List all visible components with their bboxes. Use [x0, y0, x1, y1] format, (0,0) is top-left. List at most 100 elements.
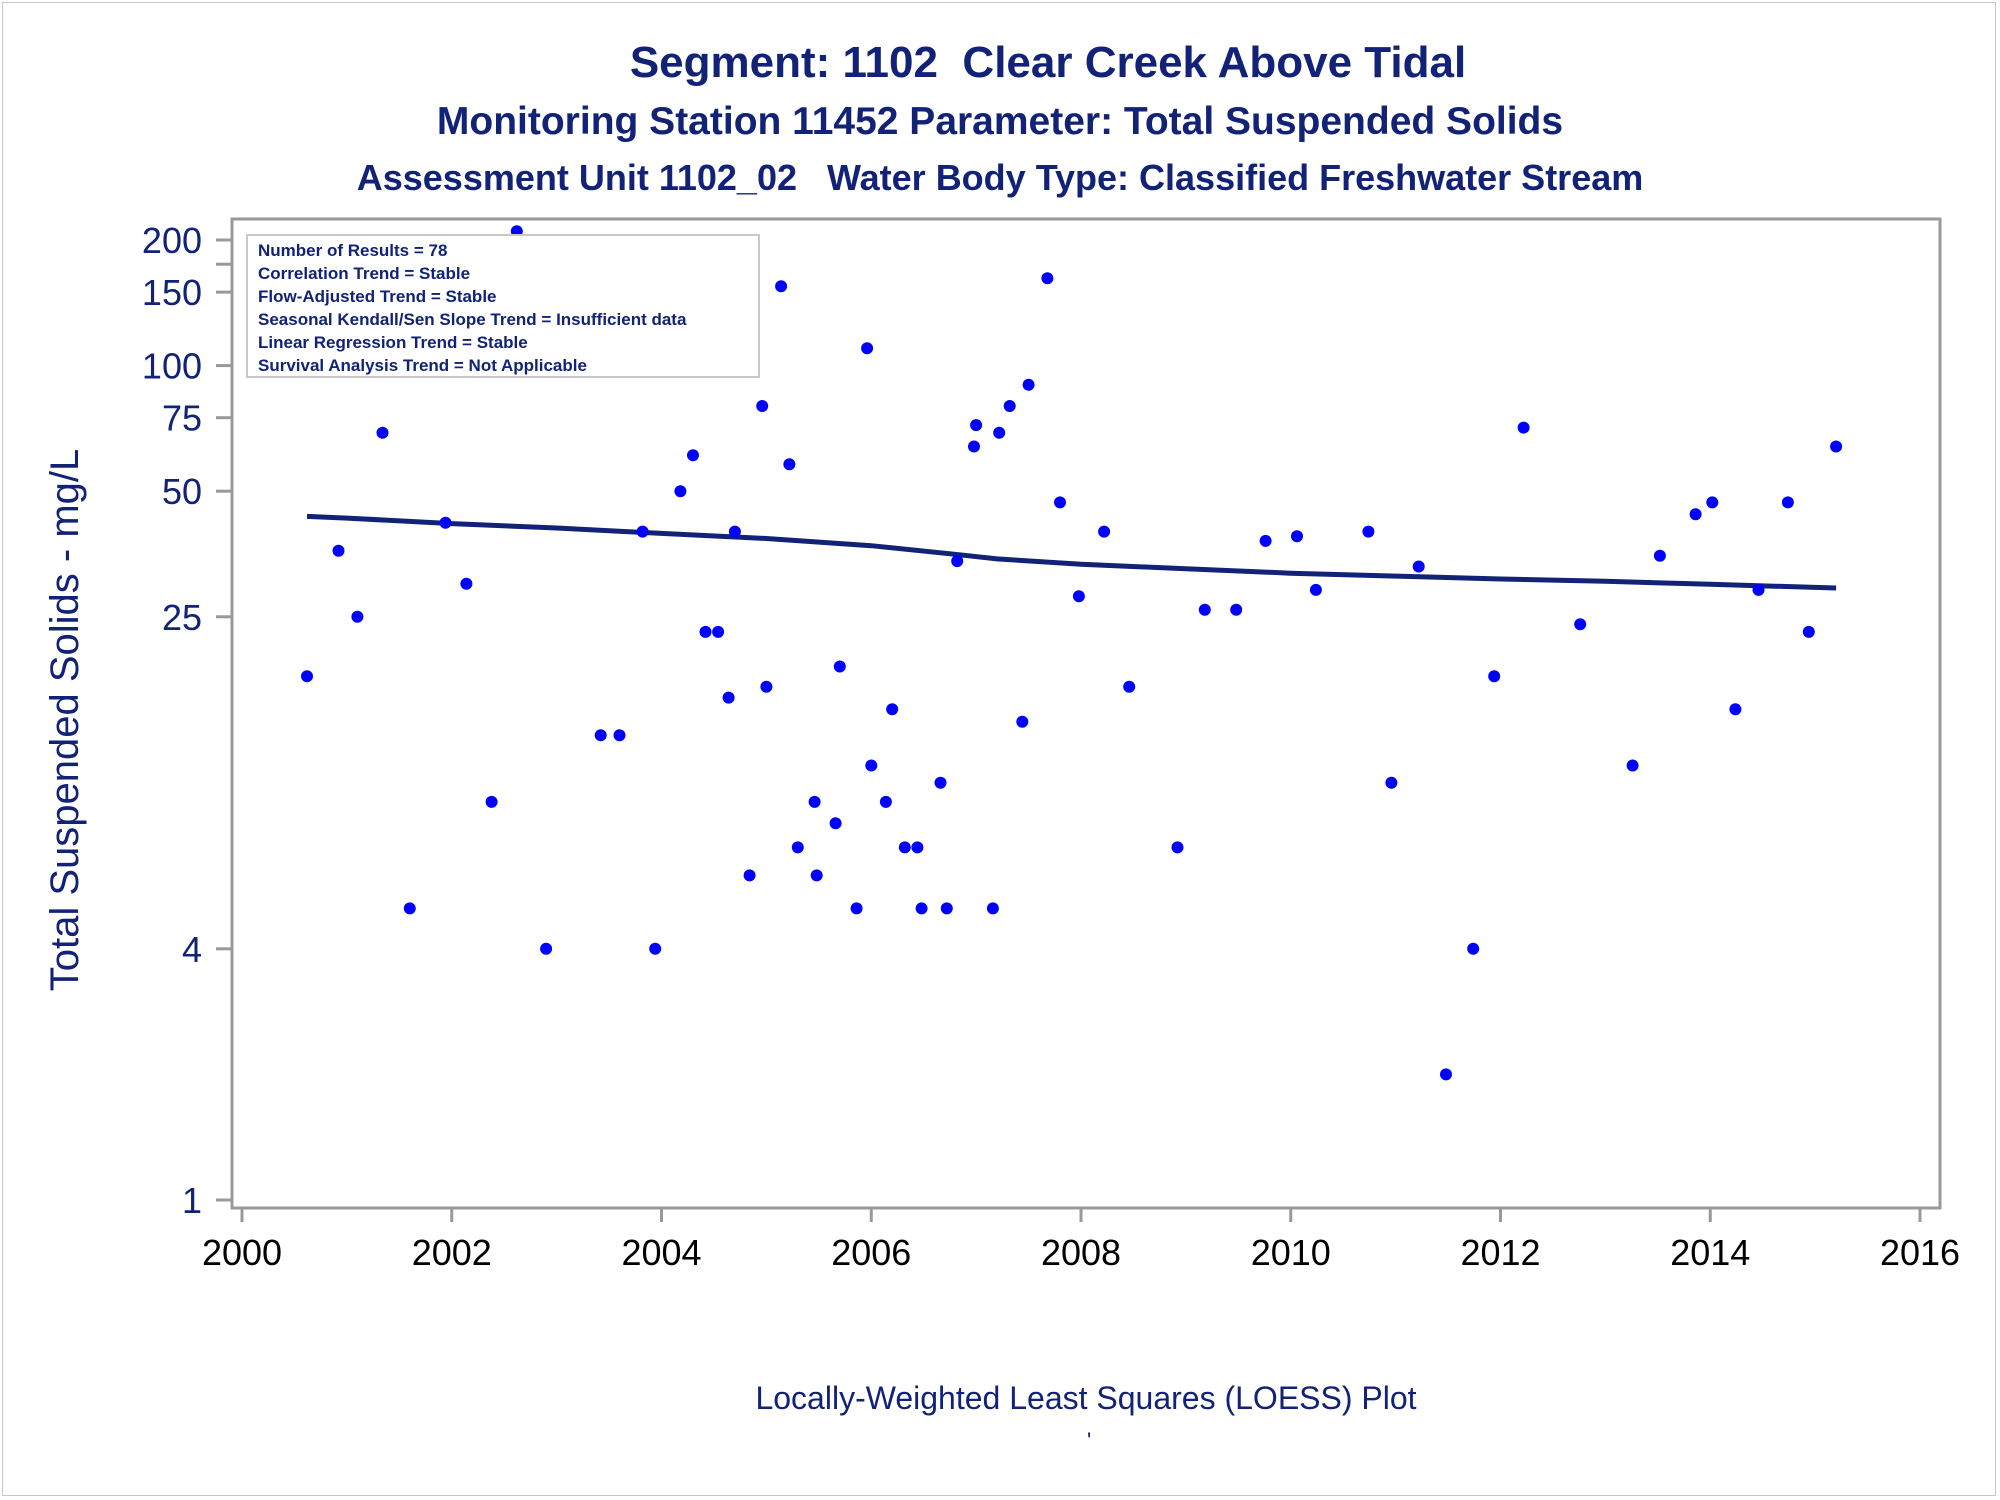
data-point	[699, 625, 712, 638]
data-point	[674, 485, 687, 498]
data-point	[376, 426, 389, 439]
chart-title: Segment: 1102 Clear Creek Above Tidal	[629, 38, 1467, 87]
stats-line: Number of Results = 78	[258, 241, 447, 260]
data-point	[712, 625, 725, 638]
loess-line	[306, 513, 1837, 591]
data-point	[970, 419, 983, 432]
data-point	[613, 729, 626, 742]
stats-box: Number of Results = 78 Correlation Trend …	[246, 234, 760, 378]
data-point	[1003, 400, 1016, 412]
data-point	[403, 902, 416, 915]
y-tick-label: 50	[162, 471, 202, 512]
data-point	[810, 869, 823, 882]
data-point	[1291, 530, 1303, 543]
chart-subtitle-station: Monitoring Station 11452 Parameter: Tota…	[436, 100, 1564, 143]
data-point	[1259, 534, 1272, 547]
data-point	[1752, 583, 1765, 596]
stats-line: Survival Analysis Trend = Not Applicable	[258, 356, 587, 375]
data-point	[1171, 841, 1184, 854]
data-point	[1802, 625, 1815, 638]
stats-line: Linear Regression Trend = Stable	[258, 333, 528, 352]
data-point	[968, 440, 980, 453]
data-point	[1230, 603, 1243, 616]
plot-area-border	[230, 217, 1942, 1210]
data-point	[485, 795, 498, 808]
data-point	[783, 458, 796, 471]
data-point	[540, 942, 553, 955]
y-axis-label: Total Suspended Solids - mg/L	[43, 449, 87, 992]
y-tick-label: 1	[182, 1180, 202, 1221]
data-point	[1781, 496, 1794, 509]
data-point	[1362, 525, 1375, 538]
x-tick-label: 2006	[831, 1232, 911, 1273]
data-point	[743, 869, 756, 882]
stats-line: Correlation Trend = Stable	[258, 264, 470, 283]
y-tick-label: 150	[142, 272, 202, 313]
data-point	[594, 729, 607, 742]
data-point	[1653, 549, 1666, 562]
y-tick-label: 25	[162, 597, 202, 638]
data-point	[915, 902, 928, 915]
data-point	[1198, 603, 1211, 616]
data-point	[1041, 272, 1054, 285]
data-points-group	[301, 225, 1843, 1081]
x-tick-label: 2010	[1251, 1232, 1331, 1273]
footnote-mark: '	[1087, 1428, 1092, 1453]
data-point	[460, 577, 473, 590]
data-point	[1467, 942, 1480, 955]
data-point	[879, 795, 892, 808]
data-point	[1440, 1068, 1452, 1081]
data-point	[1016, 715, 1029, 728]
data-point	[829, 817, 842, 830]
data-point	[861, 342, 874, 355]
data-point	[649, 942, 662, 955]
x-tick-label: 2012	[1460, 1232, 1540, 1273]
data-point	[1626, 759, 1639, 772]
data-point	[833, 660, 846, 673]
y-axis-label-group: Total Suspended Solids - mg/L	[43, 449, 87, 992]
data-point	[636, 525, 649, 538]
y-tick-label: 75	[162, 398, 202, 439]
x-tick-label: 2014	[1670, 1232, 1750, 1273]
data-point	[865, 759, 878, 772]
data-point	[760, 680, 773, 693]
stats-line: Flow-Adjusted Trend = Stable	[258, 287, 497, 306]
data-point	[756, 400, 769, 412]
data-point	[722, 691, 735, 704]
footnote: Locally-Weighted Least Squares (LOESS) P…	[755, 1380, 1417, 1416]
data-point	[898, 841, 911, 854]
data-point	[1022, 378, 1035, 391]
x-tick-label: 2016	[1880, 1232, 1960, 1273]
chart-subtitle-assessment: Assessment Unit 1102_02 Water Body Type:…	[356, 157, 1644, 198]
data-point	[1830, 440, 1843, 453]
data-point	[1412, 560, 1425, 573]
data-point	[1072, 590, 1085, 603]
data-point	[1517, 421, 1530, 434]
y-tick-label: 100	[142, 346, 202, 387]
axes: 2000 2002 2004 2006 2008 2010 2012 2014 2016 1 4 25…	[142, 217, 1960, 1273]
y-tick-label: 200	[142, 220, 202, 261]
data-point	[886, 703, 899, 716]
y-tick-label: 4	[182, 929, 202, 970]
data-point	[775, 280, 788, 293]
data-point	[993, 426, 1006, 439]
x-tick-label: 2002	[412, 1232, 492, 1273]
stats-box-border	[246, 234, 760, 378]
data-point	[1488, 670, 1501, 683]
data-point	[332, 544, 345, 557]
data-point	[1574, 618, 1587, 631]
data-point	[1729, 703, 1742, 716]
data-point	[986, 902, 999, 915]
data-point	[1309, 583, 1322, 596]
data-point	[791, 841, 804, 854]
data-point	[1689, 508, 1702, 521]
stats-line: Seasonal Kendall/Sen Slope Trend = Insuf…	[258, 310, 687, 329]
data-point	[940, 902, 953, 915]
data-point	[687, 449, 699, 462]
data-point	[850, 902, 863, 915]
data-point	[351, 610, 364, 623]
data-point	[1123, 680, 1136, 693]
data-point	[728, 525, 741, 538]
data-point	[1054, 496, 1066, 509]
